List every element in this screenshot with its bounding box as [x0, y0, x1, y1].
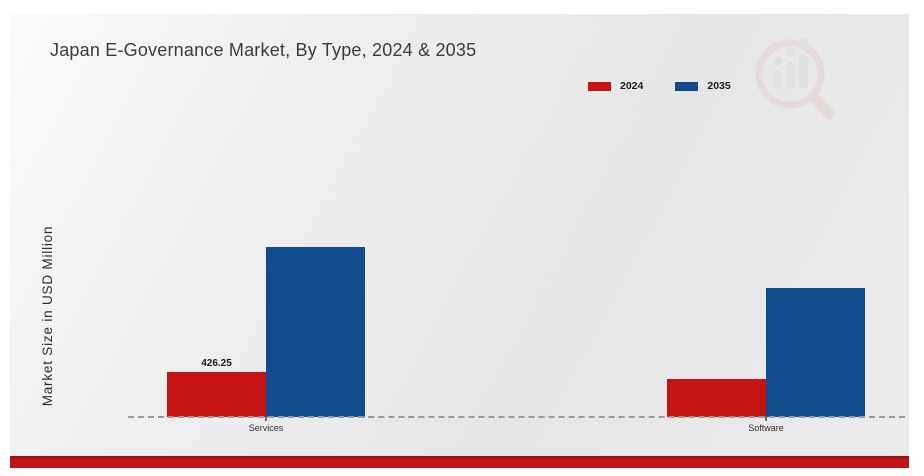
legend-swatch-2024	[588, 81, 611, 91]
zero-baseline-dashed	[128, 416, 905, 418]
legend-label-2024: 2024	[620, 80, 644, 92]
chart-title: Japan E-Governance Market, By Type, 2024…	[50, 40, 477, 60]
category-label-software: Software	[748, 423, 784, 433]
bar-software-2024	[667, 379, 766, 417]
legend-label-2035: 2035	[707, 80, 731, 92]
bar-services-2035	[266, 247, 365, 417]
category-label-services: Services	[248, 423, 284, 433]
bottom-accent-strip	[10, 456, 909, 468]
bar-services-2024	[167, 372, 266, 417]
plot-area: 426.25	[10, 14, 909, 417]
bar-chart-magnifier-logo-icon	[746, 30, 842, 137]
legend-swatch-2035	[675, 81, 699, 91]
chart-panel: Japan E-Governance Market, By Type, 2024…	[10, 14, 909, 468]
x-tick-services	[265, 417, 267, 421]
bar-software-2035	[766, 288, 865, 417]
bar-value-label: 426.25	[201, 358, 232, 369]
x-tick-software	[765, 417, 767, 421]
legend: 2024 2035	[588, 80, 731, 92]
